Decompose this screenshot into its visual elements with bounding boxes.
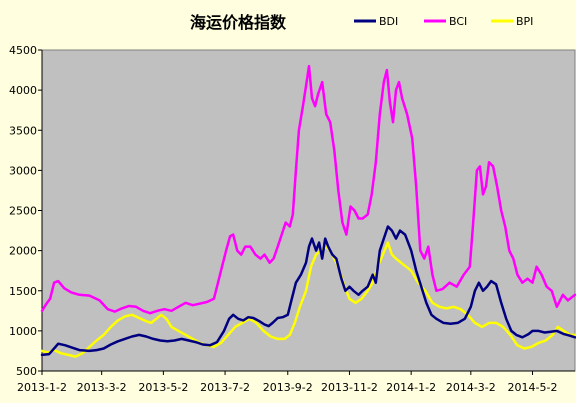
y-axis: 500 1000 1500 2000 2500 3000 3500 4000 4500 xyxy=(9,44,43,378)
y-tick-label: 1500 xyxy=(9,285,37,298)
y-tick-label: 1000 xyxy=(9,325,37,338)
x-axis: 2013-1-2 2013-3-2 2013-5-2 2013-7-2 2013-9-2… xyxy=(17,370,575,394)
legend-label-bdi: BDI xyxy=(379,15,398,28)
x-tick-label: 2014-1-2 xyxy=(386,381,436,394)
x-tick-label: 2014-3-2 xyxy=(446,381,496,394)
y-tick-label: 4500 xyxy=(9,44,37,57)
legend-label-bci: BCI xyxy=(449,15,467,28)
x-tick-label: 2013-1-2 xyxy=(17,381,67,394)
y-tick-label: 3000 xyxy=(9,164,37,177)
series-line-bdi xyxy=(40,225,576,357)
x-tick-label: 2013-11-2 xyxy=(321,381,378,394)
x-tick-label: 2013-3-2 xyxy=(77,381,127,394)
x-tick-label: 2013-9-2 xyxy=(263,381,313,394)
chart-title: 海运价格指数 xyxy=(190,13,287,32)
x-tick-label: 2014-5-2 xyxy=(508,381,558,394)
y-tick-label: 3500 xyxy=(9,124,37,137)
series-line-bci xyxy=(40,64,576,315)
y-tick-label: 500 xyxy=(16,365,37,378)
legend: BDI BCI BPI xyxy=(354,15,533,28)
y-tick-label: 4000 xyxy=(9,84,37,97)
y-tick-label: 2000 xyxy=(9,245,37,258)
series-line-bpi xyxy=(40,241,576,358)
x-tick-label: 2013-7-2 xyxy=(200,381,250,394)
x-tick-label: 2013-5-2 xyxy=(138,381,188,394)
y-tick-label: 2500 xyxy=(9,205,37,218)
legend-label-bpi: BPI xyxy=(516,15,533,28)
plot-area xyxy=(41,49,576,372)
series-lines xyxy=(40,64,576,358)
